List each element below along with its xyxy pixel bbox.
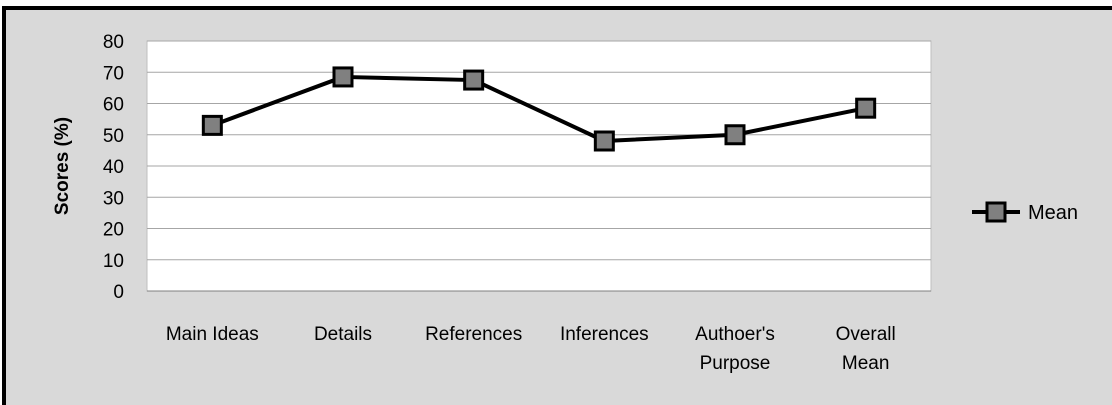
x-tick-label: Overall Mean — [836, 324, 896, 374]
y-tick-label: 40 — [103, 157, 124, 178]
data-point-marker — [463, 69, 485, 91]
data-point-marker — [201, 114, 223, 136]
data-point-marker — [855, 97, 877, 119]
data-point-marker — [724, 124, 746, 146]
legend-marker — [985, 201, 1007, 223]
x-tick-label-line: Inferences — [560, 324, 649, 345]
x-tick-label-line: Mean — [842, 353, 890, 374]
x-tick-label-line: Overall — [836, 324, 896, 345]
x-tick-label: References — [425, 324, 522, 345]
y-tick-labels: 0 10 20 30 40 50 60 70 80 — [103, 32, 124, 303]
series-lines — [211, 74, 867, 143]
y-axis-title: Scores (%) — [52, 117, 73, 215]
y-tick-label: 50 — [103, 126, 124, 147]
x-tick-labels: Main Ideas Details References Inferences Aut… — [166, 324, 896, 374]
y-tick-label: 20 — [103, 220, 124, 241]
x-tick-label: Main Ideas — [166, 324, 259, 345]
x-tick-label-line: Main Ideas — [166, 324, 259, 345]
y-tick-label: 0 — [113, 282, 124, 303]
y-tick-label: 70 — [103, 63, 124, 84]
x-tick-label-line: Purpose — [700, 353, 771, 374]
data-point-marker — [332, 66, 354, 88]
x-tick-label: Inferences — [560, 324, 649, 345]
x-tick-label-line: Authoer's — [695, 324, 775, 345]
y-tick-label: 10 — [103, 251, 124, 272]
x-tick-label-line: References — [425, 324, 522, 345]
series-markers — [201, 66, 877, 152]
legend-label: Mean — [1028, 202, 1078, 224]
data-point-marker — [593, 130, 615, 152]
y-tick-label: 60 — [103, 95, 124, 116]
legend: Mean — [972, 201, 1078, 224]
y-tick-label: 80 — [103, 32, 124, 53]
y-tick-label: 30 — [103, 188, 124, 209]
series-line — [211, 74, 867, 143]
x-tick-label: Details — [314, 324, 372, 345]
x-tick-label: Authoer's Purpose — [695, 324, 775, 374]
x-tick-label-line: Details — [314, 324, 372, 345]
gridlines — [147, 40, 931, 292]
